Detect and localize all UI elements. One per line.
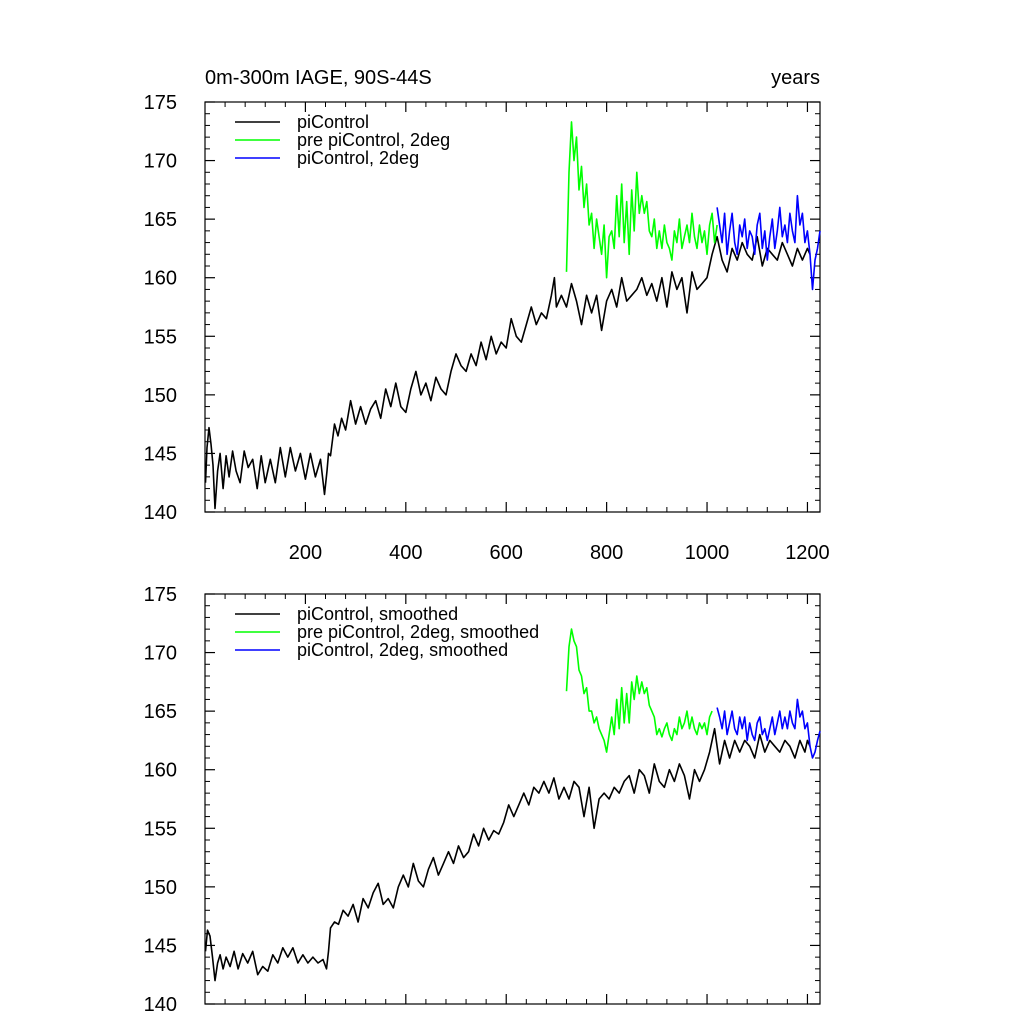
ytick-label: 155 xyxy=(144,326,177,348)
ytick-label: 140 xyxy=(144,994,177,1016)
series-line-bottom-2 xyxy=(716,698,821,759)
minor-ticks-bottom xyxy=(205,594,820,1004)
ytick-label: 160 xyxy=(144,760,177,782)
ytick-label: 170 xyxy=(144,643,177,665)
major-ticks-top xyxy=(205,101,820,513)
ytick-label: 140 xyxy=(144,502,177,524)
xtick-label: 600 xyxy=(490,542,523,564)
ytick-label: 150 xyxy=(144,385,177,407)
ytick-label: 165 xyxy=(144,209,177,231)
xtick-label: 800 xyxy=(590,542,623,564)
ytick-label: 145 xyxy=(144,443,177,465)
xtick-label: 1000 xyxy=(685,542,730,564)
ytick-label: 155 xyxy=(144,818,177,840)
series-top xyxy=(204,121,821,510)
panel-top: 0m-300m IAGE, 90S-44S years 140 145 150 155… xyxy=(144,67,830,564)
legend-label: piControl xyxy=(297,112,369,132)
legend-label: piControl, 2deg xyxy=(297,148,419,168)
ytick-label: 150 xyxy=(144,877,177,899)
ytick-label: 165 xyxy=(144,701,177,723)
plot-frame-top xyxy=(204,101,821,513)
xtick-label: 1200 xyxy=(785,542,830,564)
panel-bottom: 140 145 150 155 160 165 170 175 piControl, smoo… xyxy=(144,584,821,1016)
legend-label: piControl, 2deg, smoothed xyxy=(297,640,508,660)
xtick-label: 400 xyxy=(389,542,422,564)
plot-frame-bottom xyxy=(204,593,821,1005)
series-line-bottom-1 xyxy=(565,628,713,753)
ytick-label: 170 xyxy=(144,151,177,173)
series-line-bottom-0 xyxy=(204,727,811,982)
panel-top-title: 0m-300m IAGE, 90S-44S xyxy=(205,67,432,89)
ytick-label: 160 xyxy=(144,268,177,290)
legend-label: piControl, smoothed xyxy=(297,604,458,624)
ytick-labels-top: 140 145 150 155 160 165 170 175 xyxy=(144,92,177,524)
legend-label: pre piControl, 2deg, smoothed xyxy=(297,622,539,642)
xtick-labels-top: 200 400 600 800 1000 1200 xyxy=(289,542,830,564)
series-bottom xyxy=(204,628,821,982)
minor-ticks-top xyxy=(205,102,820,512)
ytick-label: 175 xyxy=(144,92,177,114)
legend-label: pre piControl, 2deg xyxy=(297,130,450,150)
ytick-label: 145 xyxy=(144,935,177,957)
series-line-top-2 xyxy=(716,194,821,291)
panel-top-units: years xyxy=(771,67,820,89)
xtick-label: 200 xyxy=(289,542,322,564)
series-line-top-0 xyxy=(204,235,811,510)
ytick-label: 175 xyxy=(144,584,177,606)
series-line-top-1 xyxy=(565,121,718,279)
major-ticks-bottom xyxy=(205,593,820,1005)
ytick-labels-bottom: 140 145 150 155 160 165 170 175 xyxy=(144,584,177,1016)
